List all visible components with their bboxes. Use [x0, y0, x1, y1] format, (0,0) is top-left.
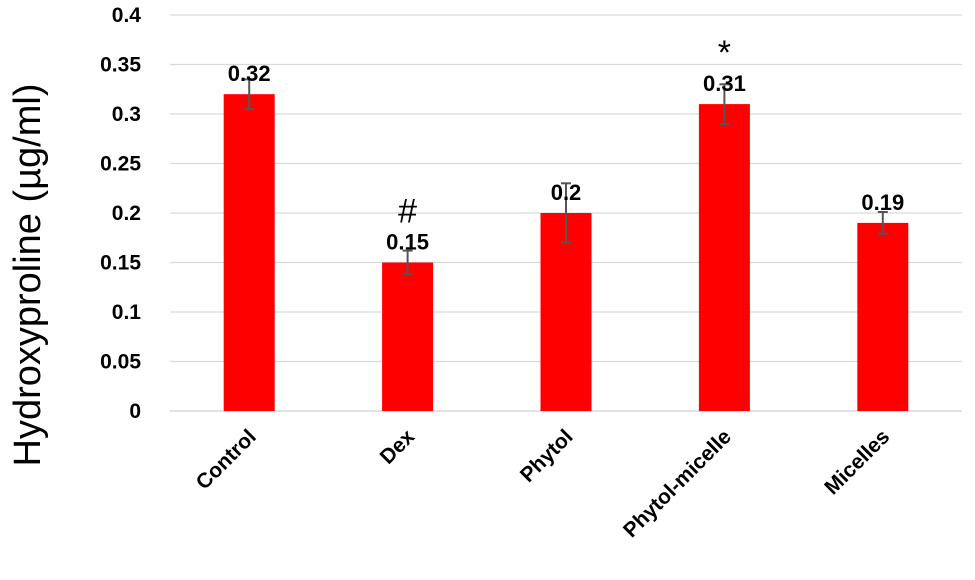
x-category-label: Phytol	[516, 425, 578, 487]
y-tick-label: 0.4	[112, 4, 142, 27]
y-axis-title: Hydroxyproline (µg/ml)	[7, 84, 49, 467]
bar	[698, 104, 750, 411]
x-category-label: Micelles	[820, 425, 894, 499]
data-label: 0.19	[861, 190, 904, 215]
data-label: 0.2	[551, 180, 582, 205]
bar	[382, 262, 434, 411]
bar	[223, 94, 275, 411]
bar	[540, 213, 592, 411]
significance-marker: #	[398, 193, 417, 231]
x-axis-categories: Control Dex Phytol Phytol-micelle Micelles	[192, 425, 895, 542]
significance-marker: *	[718, 34, 731, 72]
error-bar	[877, 211, 888, 235]
y-tick-label: 0.15	[100, 252, 141, 275]
bars	[223, 94, 909, 411]
data-label: 0.31	[703, 71, 746, 96]
x-category-label: Control	[192, 425, 261, 494]
error-bars	[244, 78, 888, 276]
x-category-label: Phytol-micelle	[619, 425, 736, 542]
y-tick-label: 0.1	[112, 301, 142, 324]
y-tick-label: 0.2	[112, 202, 141, 225]
y-tick-label: 0.25	[100, 153, 141, 176]
y-tick-label: 0.35	[100, 54, 141, 77]
bar	[857, 222, 909, 411]
data-label: 0.32	[228, 61, 271, 86]
error-bar	[719, 83, 730, 125]
error-bar	[402, 249, 413, 276]
y-tick-label: 0.05	[100, 351, 141, 374]
error-bar	[244, 78, 255, 111]
y-axis-ticks: 0 0.05 0.1 0.15 0.2 0.25 0.3 0.35 0.4	[100, 4, 141, 423]
x-category-label: Dex	[376, 425, 420, 469]
data-label: 0.15	[386, 230, 429, 255]
error-bar	[561, 182, 571, 244]
data-labels: 0.32 0.15# 0.2 0.31* 0.19	[228, 34, 904, 254]
y-tick-label: 0.3	[112, 103, 141, 126]
y-tick-label: 0	[129, 400, 141, 423]
